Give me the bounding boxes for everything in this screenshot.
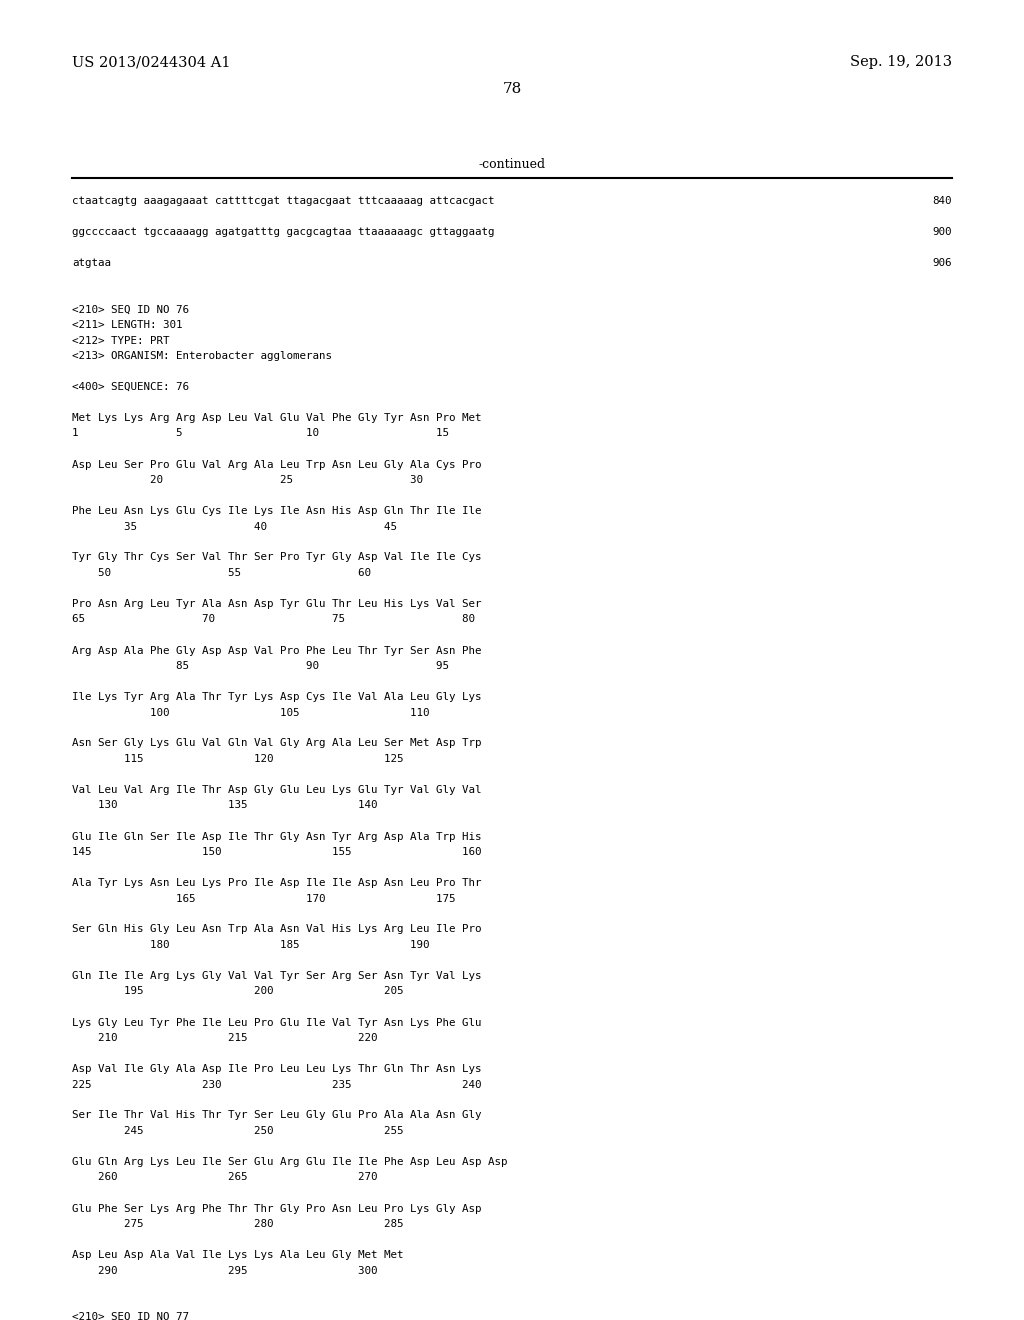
Text: 115                 120                 125: 115 120 125 [72, 754, 403, 764]
Text: 900: 900 [933, 227, 952, 238]
Text: 275                 280                 285: 275 280 285 [72, 1218, 403, 1229]
Text: <400> SEQUENCE: 76: <400> SEQUENCE: 76 [72, 381, 189, 392]
Text: Ile Lys Tyr Arg Ala Thr Tyr Lys Asp Cys Ile Val Ala Leu Gly Lys: Ile Lys Tyr Arg Ala Thr Tyr Lys Asp Cys … [72, 692, 481, 702]
Text: Val Leu Val Arg Ile Thr Asp Gly Glu Leu Lys Glu Tyr Val Gly Val: Val Leu Val Arg Ile Thr Asp Gly Glu Leu … [72, 785, 481, 795]
Text: <210> SEQ ID NO 77: <210> SEQ ID NO 77 [72, 1312, 189, 1320]
Text: <212> TYPE: PRT: <212> TYPE: PRT [72, 335, 170, 346]
Text: Ser Gln His Gly Leu Asn Trp Ala Asn Val His Lys Arg Leu Ile Pro: Ser Gln His Gly Leu Asn Trp Ala Asn Val … [72, 924, 481, 935]
Text: 290                 295                 300: 290 295 300 [72, 1266, 378, 1275]
Text: 35                  40                  45: 35 40 45 [72, 521, 397, 532]
Text: 260                 265                 270: 260 265 270 [72, 1172, 378, 1183]
Text: 165                 170                 175: 165 170 175 [72, 894, 456, 903]
Text: ggccccaact tgccaaaagg agatgatttg gacgcagtaa ttaaaaaagc gttaggaatg: ggccccaact tgccaaaagg agatgatttg gacgcag… [72, 227, 495, 238]
Text: 85                  90                  95: 85 90 95 [72, 661, 449, 671]
Text: 210                 215                 220: 210 215 220 [72, 1034, 378, 1043]
Text: Pro Asn Arg Leu Tyr Ala Asn Asp Tyr Glu Thr Leu His Lys Val Ser: Pro Asn Arg Leu Tyr Ala Asn Asp Tyr Glu … [72, 599, 481, 609]
Text: ctaatcagtg aaagagaaat cattttcgat ttagacgaat tttcaaaaag attcacgact: ctaatcagtg aaagagaaat cattttcgat ttagacg… [72, 195, 495, 206]
Text: <211> LENGTH: 301: <211> LENGTH: 301 [72, 319, 182, 330]
Text: 906: 906 [933, 257, 952, 268]
Text: <210> SEQ ID NO 76: <210> SEQ ID NO 76 [72, 305, 189, 314]
Text: Glu Ile Gln Ser Ile Asp Ile Thr Gly Asn Tyr Arg Asp Ala Trp His: Glu Ile Gln Ser Ile Asp Ile Thr Gly Asn … [72, 832, 481, 842]
Text: 130                 135                 140: 130 135 140 [72, 800, 378, 810]
Text: 225                 230                 235                 240: 225 230 235 240 [72, 1080, 481, 1089]
Text: 245                 250                 255: 245 250 255 [72, 1126, 403, 1137]
Text: Glu Gln Arg Lys Leu Ile Ser Glu Arg Glu Ile Ile Phe Asp Leu Asp Asp: Glu Gln Arg Lys Leu Ile Ser Glu Arg Glu … [72, 1158, 508, 1167]
Text: Sep. 19, 2013: Sep. 19, 2013 [850, 55, 952, 69]
Text: Glu Phe Ser Lys Arg Phe Thr Thr Gly Pro Asn Leu Pro Lys Gly Asp: Glu Phe Ser Lys Arg Phe Thr Thr Gly Pro … [72, 1204, 481, 1213]
Text: 50                  55                  60: 50 55 60 [72, 568, 371, 578]
Text: Arg Asp Ala Phe Gly Asp Asp Val Pro Phe Leu Thr Tyr Ser Asn Phe: Arg Asp Ala Phe Gly Asp Asp Val Pro Phe … [72, 645, 481, 656]
Text: Asp Leu Ser Pro Glu Val Arg Ala Leu Trp Asn Leu Gly Ala Cys Pro: Asp Leu Ser Pro Glu Val Arg Ala Leu Trp … [72, 459, 481, 470]
Text: Met Lys Lys Arg Arg Asp Leu Val Glu Val Phe Gly Tyr Asn Pro Met: Met Lys Lys Arg Arg Asp Leu Val Glu Val … [72, 413, 481, 422]
Text: -continued: -continued [478, 158, 546, 172]
Text: 180                 185                 190: 180 185 190 [72, 940, 429, 950]
Text: Phe Leu Asn Lys Glu Cys Ile Lys Ile Asn His Asp Gln Thr Ile Ile: Phe Leu Asn Lys Glu Cys Ile Lys Ile Asn … [72, 506, 481, 516]
Text: Asn Ser Gly Lys Glu Val Gln Val Gly Arg Ala Leu Ser Met Asp Trp: Asn Ser Gly Lys Glu Val Gln Val Gly Arg … [72, 738, 481, 748]
Text: 840: 840 [933, 195, 952, 206]
Text: Asp Val Ile Gly Ala Asp Ile Pro Leu Leu Lys Thr Gln Thr Asn Lys: Asp Val Ile Gly Ala Asp Ile Pro Leu Leu … [72, 1064, 481, 1074]
Text: 195                 200                 205: 195 200 205 [72, 986, 403, 997]
Text: 20                  25                  30: 20 25 30 [72, 475, 423, 484]
Text: 78: 78 [503, 82, 521, 96]
Text: 145                 150                 155                 160: 145 150 155 160 [72, 847, 481, 857]
Text: Lys Gly Leu Tyr Phe Ile Leu Pro Glu Ile Val Tyr Asn Lys Phe Glu: Lys Gly Leu Tyr Phe Ile Leu Pro Glu Ile … [72, 1018, 481, 1027]
Text: atgtaa: atgtaa [72, 257, 111, 268]
Text: Gln Ile Ile Arg Lys Gly Val Val Tyr Ser Arg Ser Asn Tyr Val Lys: Gln Ile Ile Arg Lys Gly Val Val Tyr Ser … [72, 972, 481, 981]
Text: Asp Leu Asp Ala Val Ile Lys Lys Ala Leu Gly Met Met: Asp Leu Asp Ala Val Ile Lys Lys Ala Leu … [72, 1250, 403, 1261]
Text: 1               5                   10                  15: 1 5 10 15 [72, 429, 449, 438]
Text: US 2013/0244304 A1: US 2013/0244304 A1 [72, 55, 230, 69]
Text: <213> ORGANISM: Enterobacter agglomerans: <213> ORGANISM: Enterobacter agglomerans [72, 351, 332, 360]
Text: 65                  70                  75                  80: 65 70 75 80 [72, 615, 475, 624]
Text: 100                 105                 110: 100 105 110 [72, 708, 429, 718]
Text: Ser Ile Thr Val His Thr Tyr Ser Leu Gly Glu Pro Ala Ala Asn Gly: Ser Ile Thr Val His Thr Tyr Ser Leu Gly … [72, 1110, 481, 1121]
Text: Ala Tyr Lys Asn Leu Lys Pro Ile Asp Ile Ile Asp Asn Leu Pro Thr: Ala Tyr Lys Asn Leu Lys Pro Ile Asp Ile … [72, 878, 481, 888]
Text: Tyr Gly Thr Cys Ser Val Thr Ser Pro Tyr Gly Asp Val Ile Ile Cys: Tyr Gly Thr Cys Ser Val Thr Ser Pro Tyr … [72, 553, 481, 562]
